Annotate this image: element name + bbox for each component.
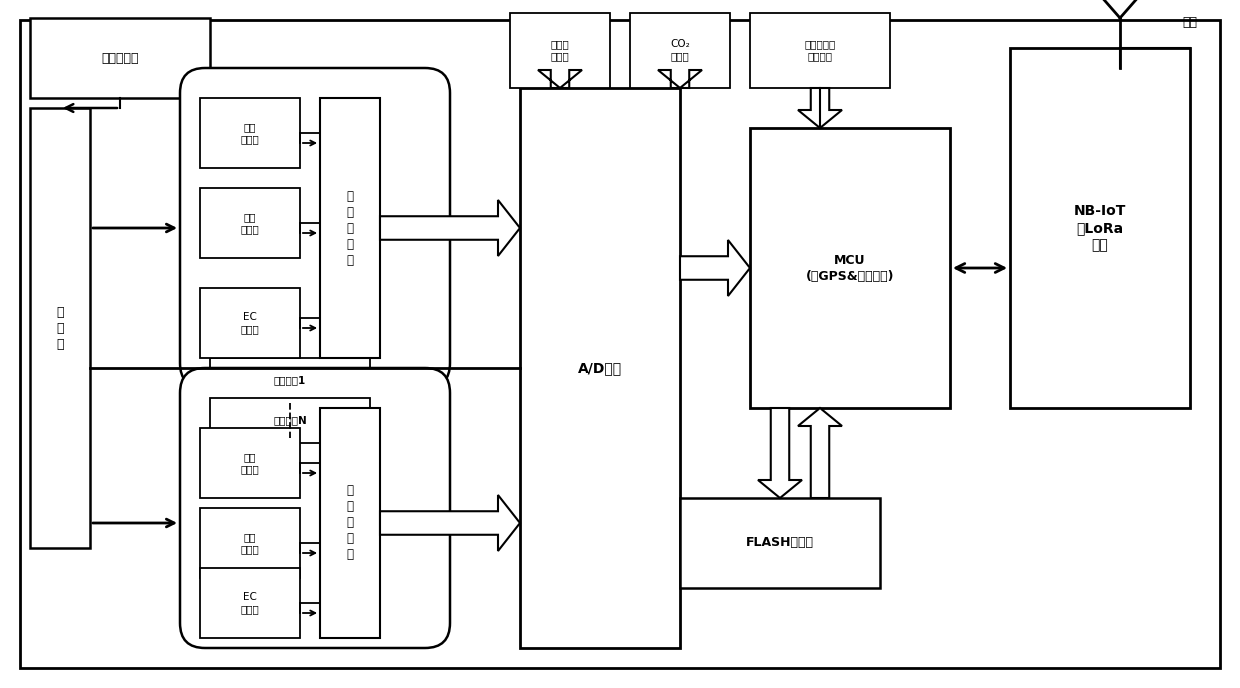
FancyBboxPatch shape [180, 68, 450, 388]
Polygon shape [379, 495, 520, 551]
Bar [200, 568, 300, 638]
Bar [210, 358, 370, 403]
Text: 传感器组1: 传感器组1 [274, 375, 306, 385]
Bar [630, 13, 730, 88]
Polygon shape [538, 70, 582, 88]
Text: 传感器组N: 传感器组N [273, 415, 306, 425]
Polygon shape [680, 240, 750, 296]
Text: 采
集
预
处
理: 采 集 预 处 理 [346, 189, 353, 266]
Bar [320, 408, 379, 638]
Polygon shape [799, 408, 842, 498]
Bar [200, 508, 300, 578]
Text: A/D转换: A/D转换 [578, 361, 622, 375]
Bar [750, 128, 950, 408]
Text: CO₂
传感器: CO₂ 传感器 [670, 39, 689, 61]
Polygon shape [799, 88, 842, 128]
Bar [210, 398, 370, 443]
Polygon shape [758, 408, 802, 498]
Polygon shape [658, 70, 702, 88]
Bar [320, 98, 379, 358]
Text: EC
传感器: EC 传感器 [241, 592, 259, 614]
Text: 采
集
预
处
理: 采 集 预 处 理 [346, 484, 353, 561]
Text: EC
传感器: EC 传感器 [241, 312, 259, 334]
Bar [200, 98, 300, 168]
Text: FLASH存储器: FLASH存储器 [746, 537, 813, 550]
Text: 水分
传感器: 水分 传感器 [241, 532, 259, 555]
Bar [200, 428, 300, 498]
Bar [750, 13, 890, 88]
Text: MCU
(含GPS&北斗定位): MCU (含GPS&北斗定位) [806, 253, 894, 283]
Text: 温度
传感器: 温度 传感器 [241, 122, 259, 144]
Polygon shape [379, 200, 520, 256]
Text: 蓄
电
池: 蓄 电 池 [56, 305, 63, 350]
Bar [30, 108, 91, 548]
Text: 天线: 天线 [1183, 17, 1198, 30]
Bar [1011, 48, 1190, 408]
FancyBboxPatch shape [180, 368, 450, 648]
Text: 人体接近防
盗传感器: 人体接近防 盗传感器 [805, 39, 836, 61]
Text: 太阳能电池: 太阳能电池 [102, 52, 139, 65]
Bar [520, 88, 680, 648]
Bar [200, 188, 300, 258]
Bar [200, 288, 300, 358]
Bar [510, 13, 610, 88]
Text: NB-IoT
或LoRa
通信: NB-IoT 或LoRa 通信 [1074, 204, 1126, 252]
Bar [680, 498, 880, 588]
Text: 温度
传感器: 温度 传感器 [241, 452, 259, 474]
Text: 水分
传感器: 水分 传感器 [241, 212, 259, 234]
Bar [30, 18, 210, 98]
Text: 光照度
传感器: 光照度 传感器 [551, 39, 569, 61]
